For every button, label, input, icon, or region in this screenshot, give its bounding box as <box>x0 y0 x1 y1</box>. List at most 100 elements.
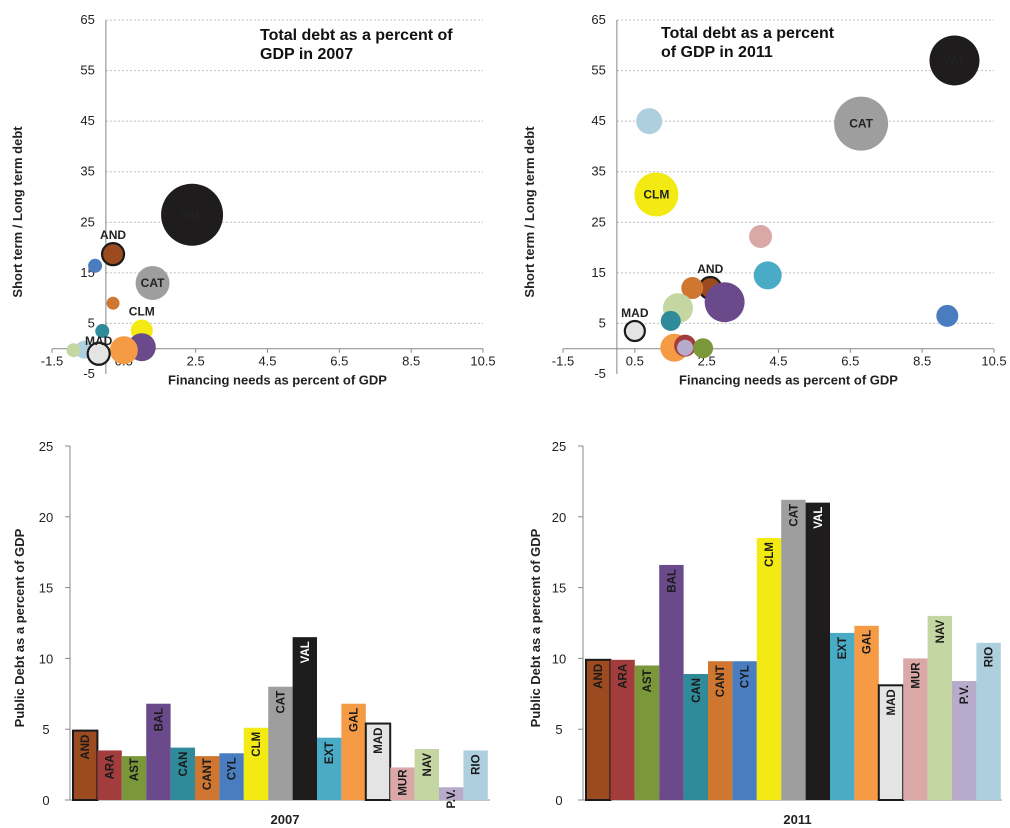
bubble-can <box>660 310 681 331</box>
bar-label-cyl: CYL <box>227 757 239 780</box>
bar-label-mad: MAD <box>886 689 898 715</box>
bubble-rio <box>636 108 663 135</box>
y-tick-label: 0 <box>555 793 562 808</box>
x-tick-label: 4.5 <box>769 354 787 369</box>
bar-and <box>72 729 99 802</box>
bar-and <box>585 658 612 801</box>
bar-label-ast: AST <box>642 669 654 692</box>
bar-label-gal: GAL <box>349 708 361 732</box>
bar-label-clm: CLM <box>764 542 776 567</box>
bubble-nav <box>66 343 81 358</box>
x-tick-label: -1.5 <box>552 354 574 369</box>
bar-label-pv: P.V. <box>959 685 971 704</box>
bar-label-ast: AST <box>129 758 141 781</box>
bubble-mad <box>623 319 646 343</box>
x-axis-label: Financing needs as percent of GDP <box>679 373 898 388</box>
bar-label-rio: RIO <box>984 647 996 668</box>
bubble-label-cat: CAT <box>849 117 873 131</box>
bubble-cant <box>681 277 704 300</box>
bar-label-val: VAL <box>300 641 312 663</box>
bar-label-clm: CLM <box>251 732 263 757</box>
bar-cant <box>708 661 733 800</box>
y-tick-label: 35 <box>80 164 94 179</box>
bar-label-val: VAL <box>813 507 825 529</box>
bar-mur <box>903 658 928 800</box>
x-tick-label: 6.5 <box>841 354 859 369</box>
y-tick-label: 65 <box>591 12 605 27</box>
bar-label-bal: BAL <box>666 569 678 593</box>
bar-label-bal: BAL <box>153 708 165 732</box>
y-tick-label: 15 <box>591 265 605 280</box>
bubble-mur <box>749 224 773 248</box>
y-tick-label: 20 <box>552 510 566 525</box>
y-tick-label: -5 <box>83 366 95 381</box>
bar-label-cat: CAT <box>275 691 287 714</box>
y-tick-label: 45 <box>591 113 605 128</box>
bar-gal <box>341 703 366 800</box>
bubble-can <box>95 324 110 339</box>
bubble-mad <box>86 341 111 366</box>
bar-ext <box>830 632 855 800</box>
bubble-ast <box>693 338 714 359</box>
y-tick-label: 25 <box>39 439 53 454</box>
bar-mad <box>364 722 392 802</box>
y-tick-label: 55 <box>591 63 605 78</box>
bar-label-ext: EXT <box>324 742 336 764</box>
bubble-cat <box>834 96 889 151</box>
bar-cat <box>268 686 293 800</box>
bar-label-mur: MUR <box>397 769 409 796</box>
bar-label-rio: RIO <box>471 754 483 775</box>
chart-title-line: of GDP in 2011 <box>661 44 773 61</box>
bar-label-cyl: CYL <box>740 665 752 688</box>
bar-val <box>805 502 830 800</box>
bubble-val <box>161 183 224 246</box>
bar-label-and: AND <box>80 735 92 760</box>
y-tick-label: 25 <box>591 214 605 229</box>
x-tick-label: 2.5 <box>187 354 205 369</box>
bar-ast <box>634 665 660 800</box>
y-tick-label: 65 <box>80 12 94 27</box>
chart-title-line: GDP in 2007 <box>260 46 353 63</box>
bar-label-nav: NAV <box>422 753 434 777</box>
bar-mur <box>390 767 415 800</box>
bar-ast <box>121 756 147 800</box>
y-axis-label: Short term / Long term debt <box>10 126 25 298</box>
bubble-label-cat: CAT <box>141 276 165 290</box>
bubble-cant <box>106 296 120 310</box>
y-tick-label: 25 <box>552 439 566 454</box>
bubble-bal <box>704 282 745 323</box>
bar-label-ara: ARA <box>618 664 630 689</box>
bubble-label-mad: MAD <box>621 306 649 320</box>
bar-pv <box>439 787 464 800</box>
bar-label-gal: GAL <box>862 630 874 654</box>
chart-title-line: Total debt as a percent of <box>260 27 453 44</box>
bar-label-cat: CAT <box>788 504 800 527</box>
scatter-2007: -55152535455565-1.50.52.54.56.58.510.5VA… <box>10 12 496 388</box>
bubble-ext <box>753 261 782 290</box>
bar-val <box>292 637 317 800</box>
y-tick-label: 5 <box>599 315 606 330</box>
bubble-clm <box>634 172 679 217</box>
bubble-and <box>100 242 126 267</box>
y-tick-label: 15 <box>552 581 566 596</box>
x-tick-label: 8.5 <box>913 354 931 369</box>
bar-cat <box>781 499 806 800</box>
bubble-pv <box>677 339 694 356</box>
y-tick-label: 5 <box>88 315 95 330</box>
bar-can <box>683 673 708 800</box>
y-axis-label: Public Debt as a percent of GDP <box>528 528 543 727</box>
bar-nav <box>414 749 439 800</box>
y-axis-label: Public Debt as a percent of GDP <box>12 528 27 727</box>
bar-chart-2007: 0 5 10 15 20 25 AND ARA AST BAL CAN CANT CYL CLM CAT VA… <box>12 439 490 827</box>
x-tick-label: 10.5 <box>981 354 1006 369</box>
bar-label-cant: CANT <box>202 758 214 790</box>
y-tick-label: 20 <box>39 510 53 525</box>
y-axis-label: Short term / Long term debt <box>522 126 537 298</box>
bubble-label-and: AND <box>100 228 126 242</box>
bubble-label-val: VAL <box>181 208 204 222</box>
x-axis-label: 2011 <box>783 812 811 827</box>
bar-rio <box>976 642 1001 800</box>
chart-title-line: Total debt as a percent <box>661 25 835 42</box>
x-axis-label: 2007 <box>271 812 300 827</box>
